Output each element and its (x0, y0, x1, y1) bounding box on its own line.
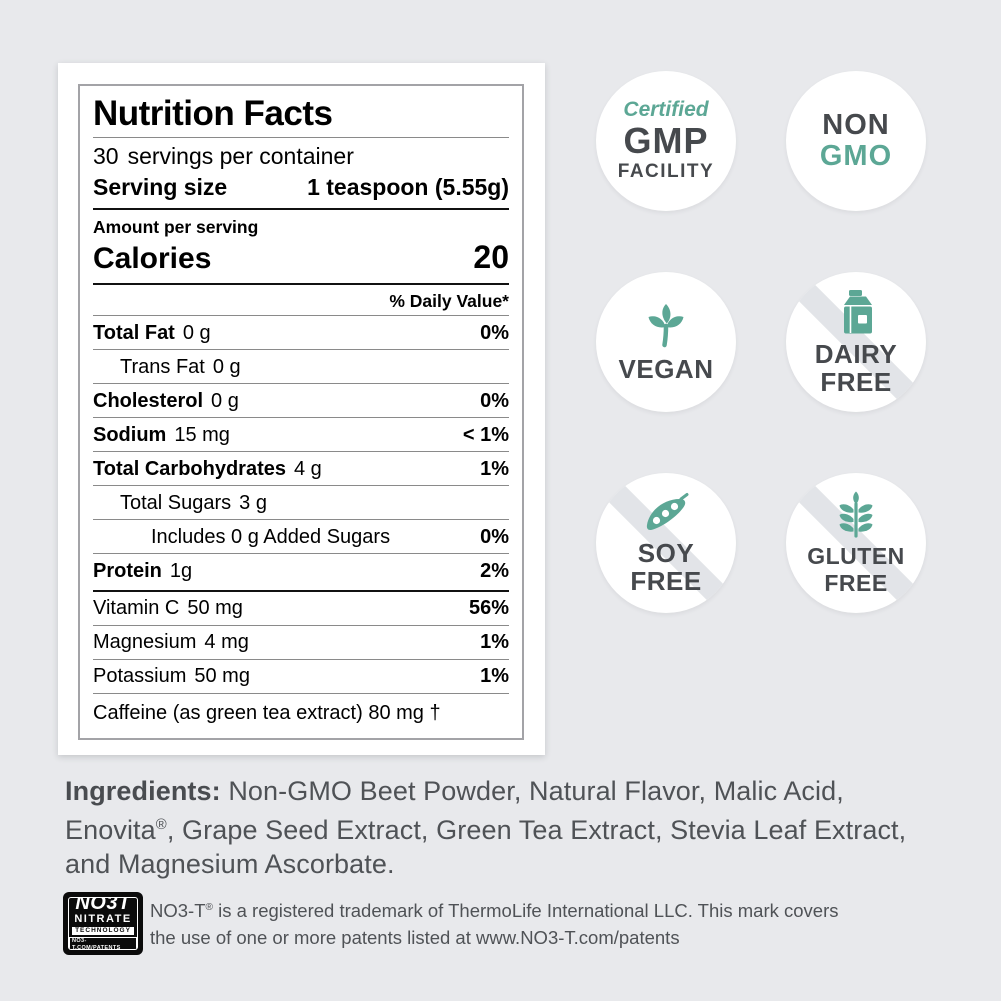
trademark-notice: NO3-T® is a registered trademark of Ther… (150, 894, 950, 951)
badge-soy-free: SOY FREE (596, 473, 736, 613)
servings-text: servings per container (127, 143, 354, 169)
nutrition-label-panel: Nutrition Facts 30 servings per container… (58, 63, 545, 755)
nutrition-row: Caffeine (as green tea extract) 80 mg † (93, 701, 441, 724)
no3t-logo-technology: TECHNOLOGY (72, 926, 134, 935)
badge-non-gmo: NON GMO (786, 71, 926, 211)
milk-carton-icon (834, 289, 878, 335)
nutrition-row: Magnesium 4 mg 1% (93, 626, 509, 660)
vegan-label: VEGAN (618, 353, 714, 384)
trademark-line2: the use of one or more patents listed at… (150, 927, 680, 949)
no3t-logo-patents-url: NO3-T.COM/PATENTS (69, 936, 137, 949)
gmp-certified-label: Certified (623, 98, 709, 121)
dairy-free-line1: DAIRY (814, 338, 898, 369)
ingredients-heading: Ingredients: (65, 776, 221, 806)
non-gmo-line2: GMO (819, 140, 893, 172)
nutrition-row: Potassium 50 mg 1% (93, 660, 509, 694)
serving-size-label: Serving size (93, 174, 228, 200)
ingredients-line1: Ingredients: Non-GMO Beet Powder, Natura… (65, 774, 960, 808)
soy-free-line1: SOY (637, 537, 695, 568)
calories-row: Calories 20 (93, 239, 509, 285)
ingredients-line2: Enovita®, Grape Seed Extract, Green Tea … (65, 808, 960, 847)
wheat-icon (832, 490, 880, 538)
trademark-line1-text: is a registered trademark of ThermoLife … (212, 900, 839, 922)
badge-certified-gmp-facility: Certified GMP FACILITY (596, 71, 736, 211)
gmp-main-label: GMP (623, 120, 709, 161)
serving-size-row: Serving size 1 teaspoon (5.55g) (93, 172, 509, 210)
no3t-logo-word: NO3T (75, 897, 131, 914)
ingredients-paragraph: Ingredients: Non-GMO Beet Powder, Natura… (65, 774, 960, 881)
no3t-logo: NO3T NITRATE TECHNOLOGY NO3-T.COM/PATENT… (63, 892, 143, 955)
gluten-free-line2: FREE (824, 569, 888, 596)
nutrition-row: Total Fat 0 g 0% (93, 316, 509, 350)
calories-label: Calories (93, 242, 212, 275)
soybean-pod-icon (642, 492, 690, 534)
registered-mark: ® (155, 817, 167, 833)
dairy-free-line2: FREE (820, 366, 892, 397)
nutrition-row: Includes 0 g Added Sugars 0% (93, 520, 509, 554)
no3t-logo-nitrate: NITRATE (74, 912, 132, 925)
nutrition-rows: Total Fat 0 g 0% Trans Fat 0 g Cholesterol 0 g… (93, 316, 509, 729)
nutrition-facts-box: Nutrition Facts 30 servings per container… (78, 84, 524, 740)
calories-value: 20 (473, 239, 509, 275)
registered-mark: ® (205, 902, 213, 913)
amount-per-serving-label: Amount per serving (93, 217, 259, 237)
soy-free-line2: FREE (630, 565, 702, 596)
ingredients-line2-pre: Enovita (65, 815, 156, 845)
nutrition-row: Cholesterol 0 g 0% (93, 384, 509, 418)
nutrition-row: Vitamin C 50 mg 56% (93, 592, 509, 626)
ingredients-line3: and Magnesium Ascorbate. (65, 849, 395, 879)
badge-dairy-free: DAIRY FREE (786, 272, 926, 412)
nutrition-row: Protein 1g 2% (93, 554, 509, 592)
non-gmo-line1: NON (822, 109, 890, 141)
serving-size-value: 1 teaspoon (5.55g) (307, 174, 509, 200)
badge-vegan: VEGAN (596, 272, 736, 412)
nutrition-row: Sodium 15 mg < 1% (93, 418, 509, 452)
gmp-facility-label: FACILITY (617, 161, 715, 182)
gluten-free-line1: GLUTEN (807, 542, 905, 569)
no3t-logo-inner: NO3T NITRATE TECHNOLOGY NO3-T.COM/PATENT… (68, 897, 138, 950)
ingredients-line2-text: , Grape Seed Extract, Green Tea Extract,… (166, 815, 907, 845)
nutrition-row: Total Sugars 3 g (93, 486, 509, 520)
trademark-line1: NO3-T® is a registered trademark of Ther… (150, 894, 950, 924)
daily-value-header: % Daily Value* (93, 285, 509, 316)
nutrition-row: Trans Fat 0 g (93, 350, 509, 384)
leaf-icon (641, 302, 691, 350)
nutrition-title: Nutrition Facts (93, 86, 509, 138)
badge-gluten-free: GLUTEN FREE (786, 473, 926, 613)
nutrition-row: Total Carbohydrates 4 g 1% (93, 452, 509, 486)
servings-per-container: 30 servings per container (93, 138, 509, 172)
trademark-brand: NO3-T (150, 900, 206, 922)
ingredients-line1-text: Non-GMO Beet Powder, Natural Flavor, Mal… (220, 776, 844, 806)
servings-count: 30 (93, 143, 119, 169)
